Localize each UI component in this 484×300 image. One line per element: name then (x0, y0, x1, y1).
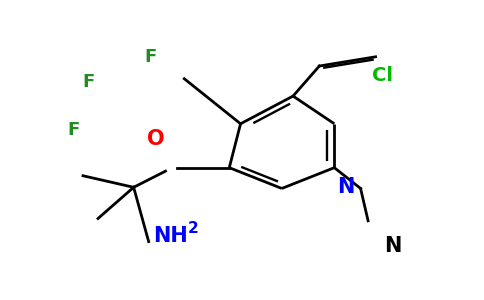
Text: O: O (147, 129, 165, 149)
Text: 2: 2 (187, 221, 198, 236)
Text: F: F (82, 73, 95, 91)
Text: Cl: Cl (372, 66, 393, 85)
Text: F: F (67, 121, 80, 139)
Text: F: F (144, 48, 157, 66)
Text: N: N (384, 236, 401, 256)
Text: NH: NH (152, 226, 187, 246)
Text: N: N (337, 177, 354, 197)
